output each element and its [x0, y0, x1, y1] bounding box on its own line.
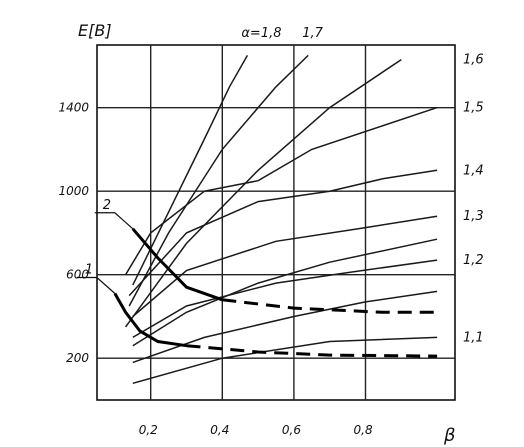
y-tick-label: 600	[66, 268, 89, 282]
y-tick-label: 1400	[58, 101, 89, 115]
envelope-curve-dashed	[186, 344, 438, 358]
envelope-layer	[76, 212, 438, 358]
envelope-leader	[76, 276, 116, 294]
y-axis-title: E[B]	[78, 21, 112, 40]
alpha-series-line	[132, 215, 438, 318]
x-tick-label: 0,8	[354, 423, 373, 437]
alpha-series-line	[128, 169, 438, 297]
envelope-curve-solid	[131, 227, 223, 302]
alpha-series-label: 1,7	[302, 26, 323, 41]
envelope-curve-dashed	[222, 298, 438, 314]
alpha-series-label: 1,2	[463, 253, 484, 268]
alpha-series-label: 1,5	[463, 101, 484, 116]
alpha-series-label: 1,1	[463, 330, 484, 345]
alpha-series-line	[124, 58, 402, 328]
alpha-series-line	[124, 106, 438, 276]
alpha-series-line	[132, 55, 249, 286]
alpha-series-line	[128, 54, 309, 307]
text-layer: E[B] β 0,2 0,4 0,6 0,8 200 600 1000 1400 α=1,8 1,…	[58, 21, 483, 446]
alpha-series-line	[132, 336, 438, 385]
alpha-series-label: 1,3	[463, 209, 484, 224]
x-tick-label: 0,2	[139, 423, 158, 437]
alpha-series-label: 1,4	[463, 163, 484, 178]
x-axis-title: β	[443, 425, 456, 446]
y-tick-label: 200	[66, 351, 89, 365]
x-tick-label: 0,4	[210, 423, 229, 437]
envelope-label: 2	[103, 198, 111, 213]
extra-series-line	[132, 238, 438, 347]
envelope-leader	[94, 212, 134, 230]
series-layer	[124, 54, 438, 385]
x-tick-label: 0,6	[282, 423, 301, 437]
y-tick-label: 1000	[58, 184, 89, 198]
alpha-series-label: 1,6	[463, 53, 484, 68]
plot-frame	[96, 44, 456, 401]
alpha-series-line	[132, 259, 438, 339]
alpha-series-label: α=1,8	[241, 26, 281, 41]
envelope-label: 1	[85, 263, 93, 278]
envelope-curve-solid	[113, 292, 187, 348]
